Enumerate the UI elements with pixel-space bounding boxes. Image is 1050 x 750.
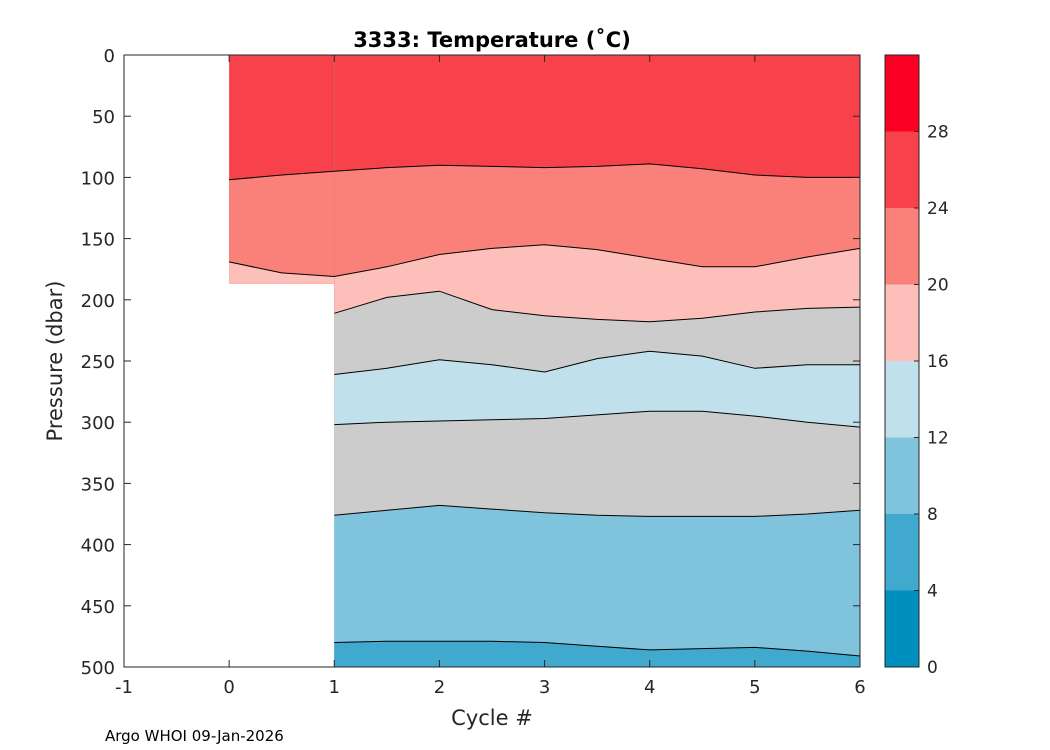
contour-band-below-24 [229, 171, 335, 284]
x-tick-label: 3 [539, 677, 550, 698]
colorbar-segment-24 [885, 131, 919, 208]
colorbar-tick-label: 0 [927, 658, 938, 678]
y-axis-label: Pressure (dbar) [43, 281, 67, 442]
colorbar-segment-16 [885, 284, 919, 361]
colorbar-tick-label: 16 [927, 352, 949, 372]
x-tick-label: 6 [854, 677, 865, 698]
x-tick-label: 5 [749, 677, 760, 698]
colorbar-tick-label: 12 [927, 429, 949, 449]
y-tick-label: 250 [81, 352, 115, 373]
contour-band-below-8 [334, 641, 860, 667]
y-tick-label: 300 [81, 413, 115, 434]
colorbar-segment-0 [885, 590, 919, 667]
x-axis-label: Cycle # [451, 706, 533, 730]
colorbar-segment-8 [885, 437, 919, 514]
isotherm-14 [334, 350, 860, 375]
contour-band-below-10 [334, 505, 860, 667]
y-tick-label: 350 [81, 474, 115, 495]
footer-credit: Argo WHOI 09-Jan-2026 [105, 727, 284, 745]
colorbar-tick-label: 20 [927, 276, 949, 296]
x-tick-label: 0 [223, 677, 234, 698]
isotherm-16 [334, 290, 860, 323]
x-tick-label: 4 [644, 677, 655, 698]
colorbar-segment-12 [885, 361, 919, 438]
colorbar-tick-label: 4 [927, 582, 938, 602]
isotherm-10 [334, 504, 860, 517]
y-tick-label: 400 [81, 536, 115, 557]
y-axis: 0 50 100 150 200 250 300 350 400 450 500 [81, 46, 860, 679]
isotherm-8 [334, 640, 860, 657]
y-tick-label: 50 [92, 107, 115, 128]
isotherm-12 [334, 410, 860, 428]
x-tick-label: 2 [434, 677, 445, 698]
y-tick-label: 500 [81, 658, 115, 679]
chart-title: 3333: Temperature (˚C) [353, 28, 631, 52]
isotherm-24 [229, 163, 860, 181]
x-tick-label: -1 [115, 677, 133, 698]
colorbar-segment-4 [885, 514, 919, 591]
colorbar-segment-28 [885, 55, 919, 132]
y-tick-label: 0 [104, 46, 115, 67]
x-tick-label: 1 [329, 677, 340, 698]
y-tick-label: 200 [81, 291, 115, 312]
isotherm-20 [228, 244, 860, 278]
colorbar-tick-label: 8 [927, 505, 938, 525]
colorbar-segment-20 [885, 208, 919, 285]
colorbar-tick-label: 24 [927, 199, 949, 219]
contour-fill-layer [229, 55, 860, 667]
colorbar: 0 4 8 12 16 20 24 28 [884, 54, 949, 678]
y-tick-label: 150 [81, 230, 115, 251]
x-axis: -1 0 1 2 3 4 5 6 [115, 55, 866, 698]
colorbar-tick-label: 28 [927, 123, 949, 143]
contour-line-layer [228, 163, 860, 657]
y-tick-label: 450 [81, 597, 115, 618]
y-tick-label: 100 [81, 168, 115, 189]
